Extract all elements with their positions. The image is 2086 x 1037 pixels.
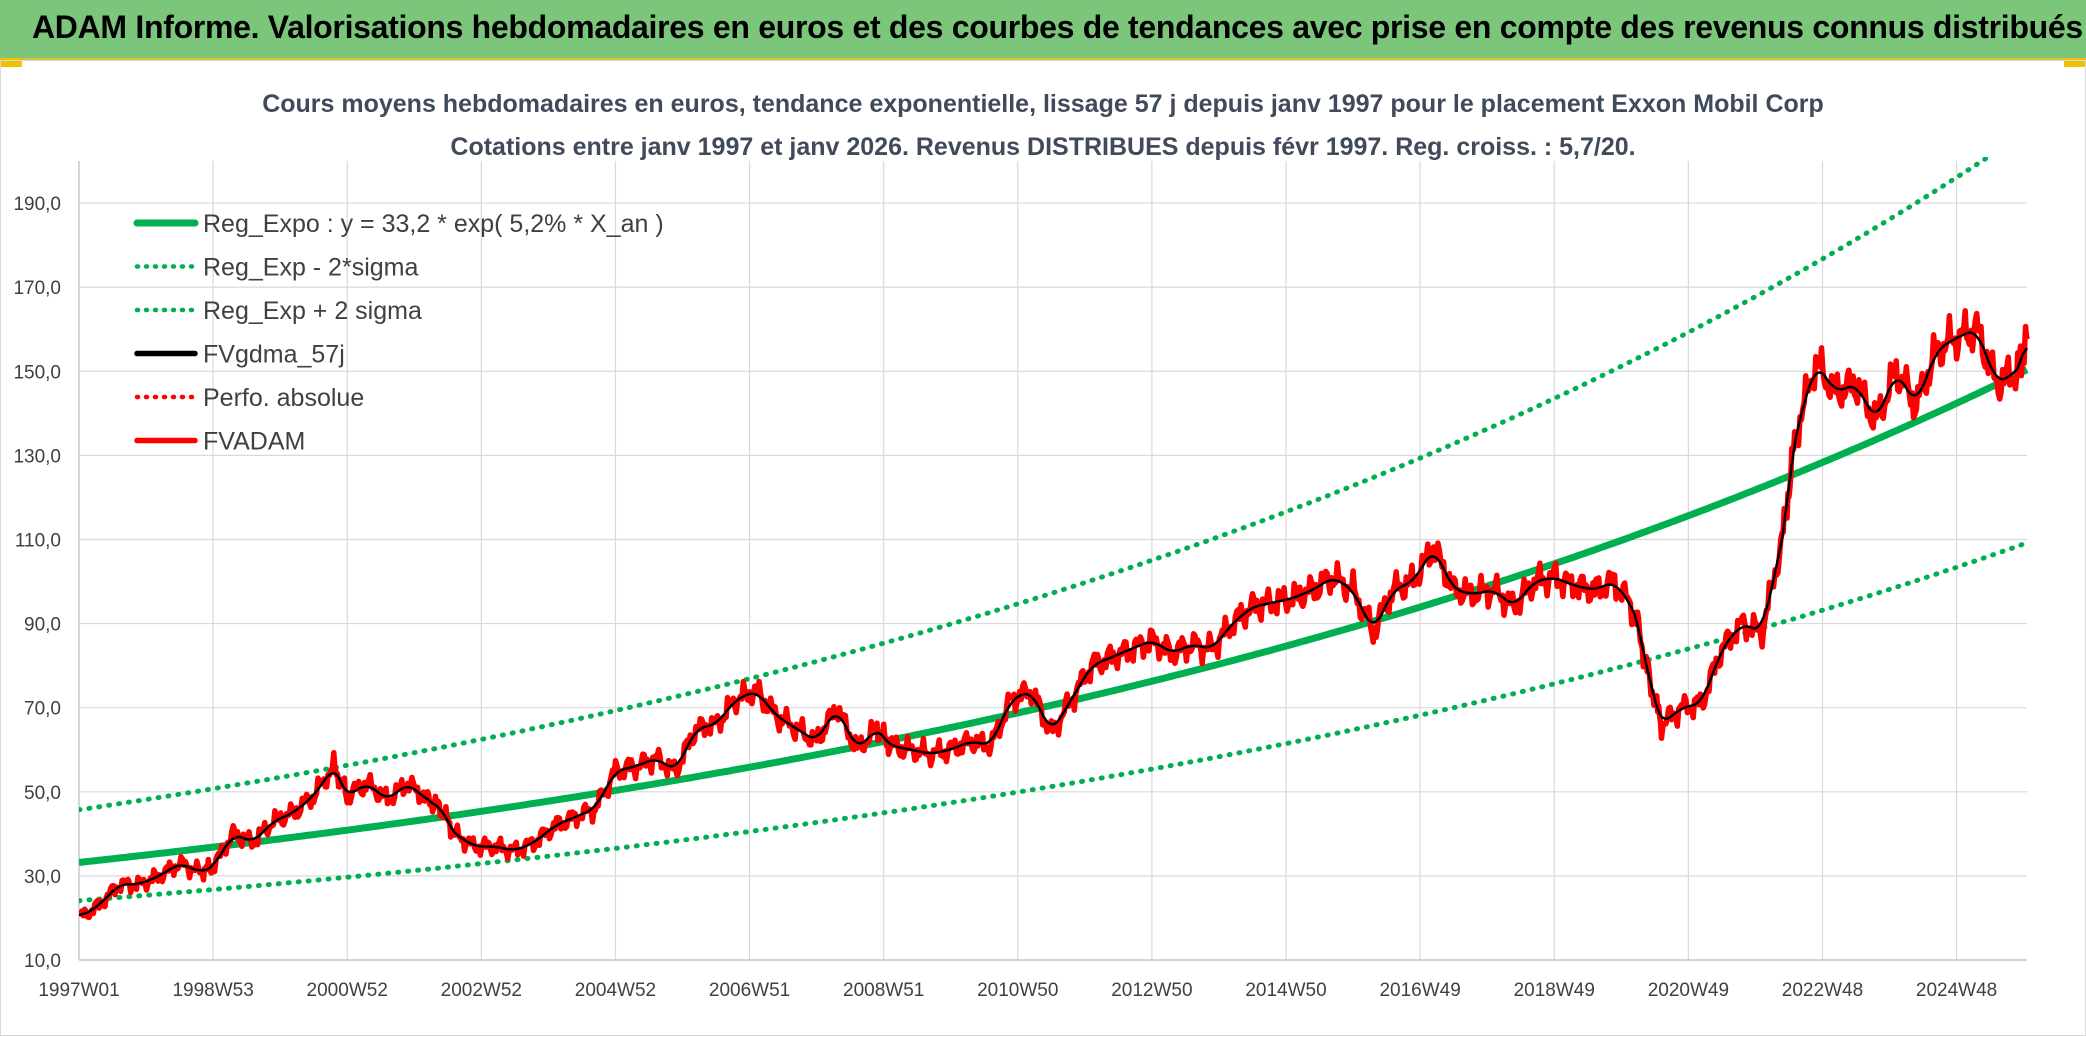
corner-marker-left — [0, 58, 22, 67]
legend-label: Perfo. absolue — [203, 384, 364, 412]
report-title: ADAM Informe. Valorisations hebdomadaire… — [32, 9, 2083, 45]
y-tick-label: 90,0 — [24, 615, 61, 636]
legend-label: Reg_Expo : y = 33,2 * exp( 5,2% * X_an ) — [203, 210, 664, 238]
legend-label: FVADAM — [203, 428, 305, 456]
y-tick-label: 170,0 — [13, 278, 61, 299]
series-reg-plus-2sigma — [79, 157, 1993, 813]
legend-label: FVgdma_57j — [203, 341, 345, 369]
x-tick-label: 2008W51 — [843, 980, 924, 1001]
chart-subtitle: Cotations entre janv 1997 et janv 2026. … — [450, 133, 1635, 161]
x-tick-label: 2020W49 — [1648, 980, 1729, 1001]
x-tick-label: 2012W50 — [1111, 980, 1192, 1001]
title-plate — [286, 83, 1786, 159]
legend-label: Reg_Exp - 2*sigma — [203, 254, 418, 282]
y-tick-label: 190,0 — [13, 194, 61, 215]
series-reg-minus-2sigma — [79, 540, 2030, 904]
y-tick-label: 30,0 — [24, 867, 61, 888]
legend-label: Reg_Exp + 2 sigma — [203, 297, 422, 325]
report-banner: ADAM Informe. Valorisations hebdomadaire… — [0, 0, 2086, 60]
x-tick-label: 2016W49 — [1379, 980, 1460, 1001]
x-tick-label: 2018W49 — [1514, 980, 1595, 1001]
corner-marker-right — [2064, 58, 2086, 67]
x-tick-label: 2010W50 — [977, 980, 1058, 1001]
x-tick-label: 2022W48 — [1782, 980, 1863, 1001]
y-tick-label: 70,0 — [24, 699, 61, 720]
x-tick-label: 1997W01 — [38, 980, 119, 1001]
series-fvadam — [79, 308, 2030, 921]
x-tick-label: 2004W52 — [575, 980, 656, 1001]
y-tick-label: 50,0 — [24, 783, 61, 804]
x-tick-label: 2006W51 — [709, 980, 790, 1001]
chart-svg: 190,0 170,0 150,0 130,0 110,0 90,0 70,0 50,0 30,… — [13, 83, 2030, 1001]
chart-area: 190,0 170,0 150,0 130,0 110,0 90,0 70,0 50,0 30,… — [0, 60, 2086, 1036]
series-reg-expo — [79, 366, 2029, 866]
x-tick-label: 2000W52 — [307, 980, 388, 1001]
series-fvgdma-57j — [79, 331, 2029, 917]
y-tick-label: 110,0 — [15, 530, 61, 551]
x-tick-label: 2002W52 — [441, 980, 522, 1001]
y-tick-label: 10,0 — [24, 951, 61, 972]
y-tick-label: 130,0 — [13, 446, 61, 467]
chart-title: Cours moyens hebdomadaires en euros, ten… — [262, 90, 1824, 118]
x-tick-label: 1998W53 — [172, 980, 253, 1001]
x-tick-label: 2024W48 — [1916, 980, 1997, 1001]
y-tick-label: 150,0 — [13, 362, 61, 383]
x-tick-label: 2014W50 — [1245, 980, 1326, 1001]
